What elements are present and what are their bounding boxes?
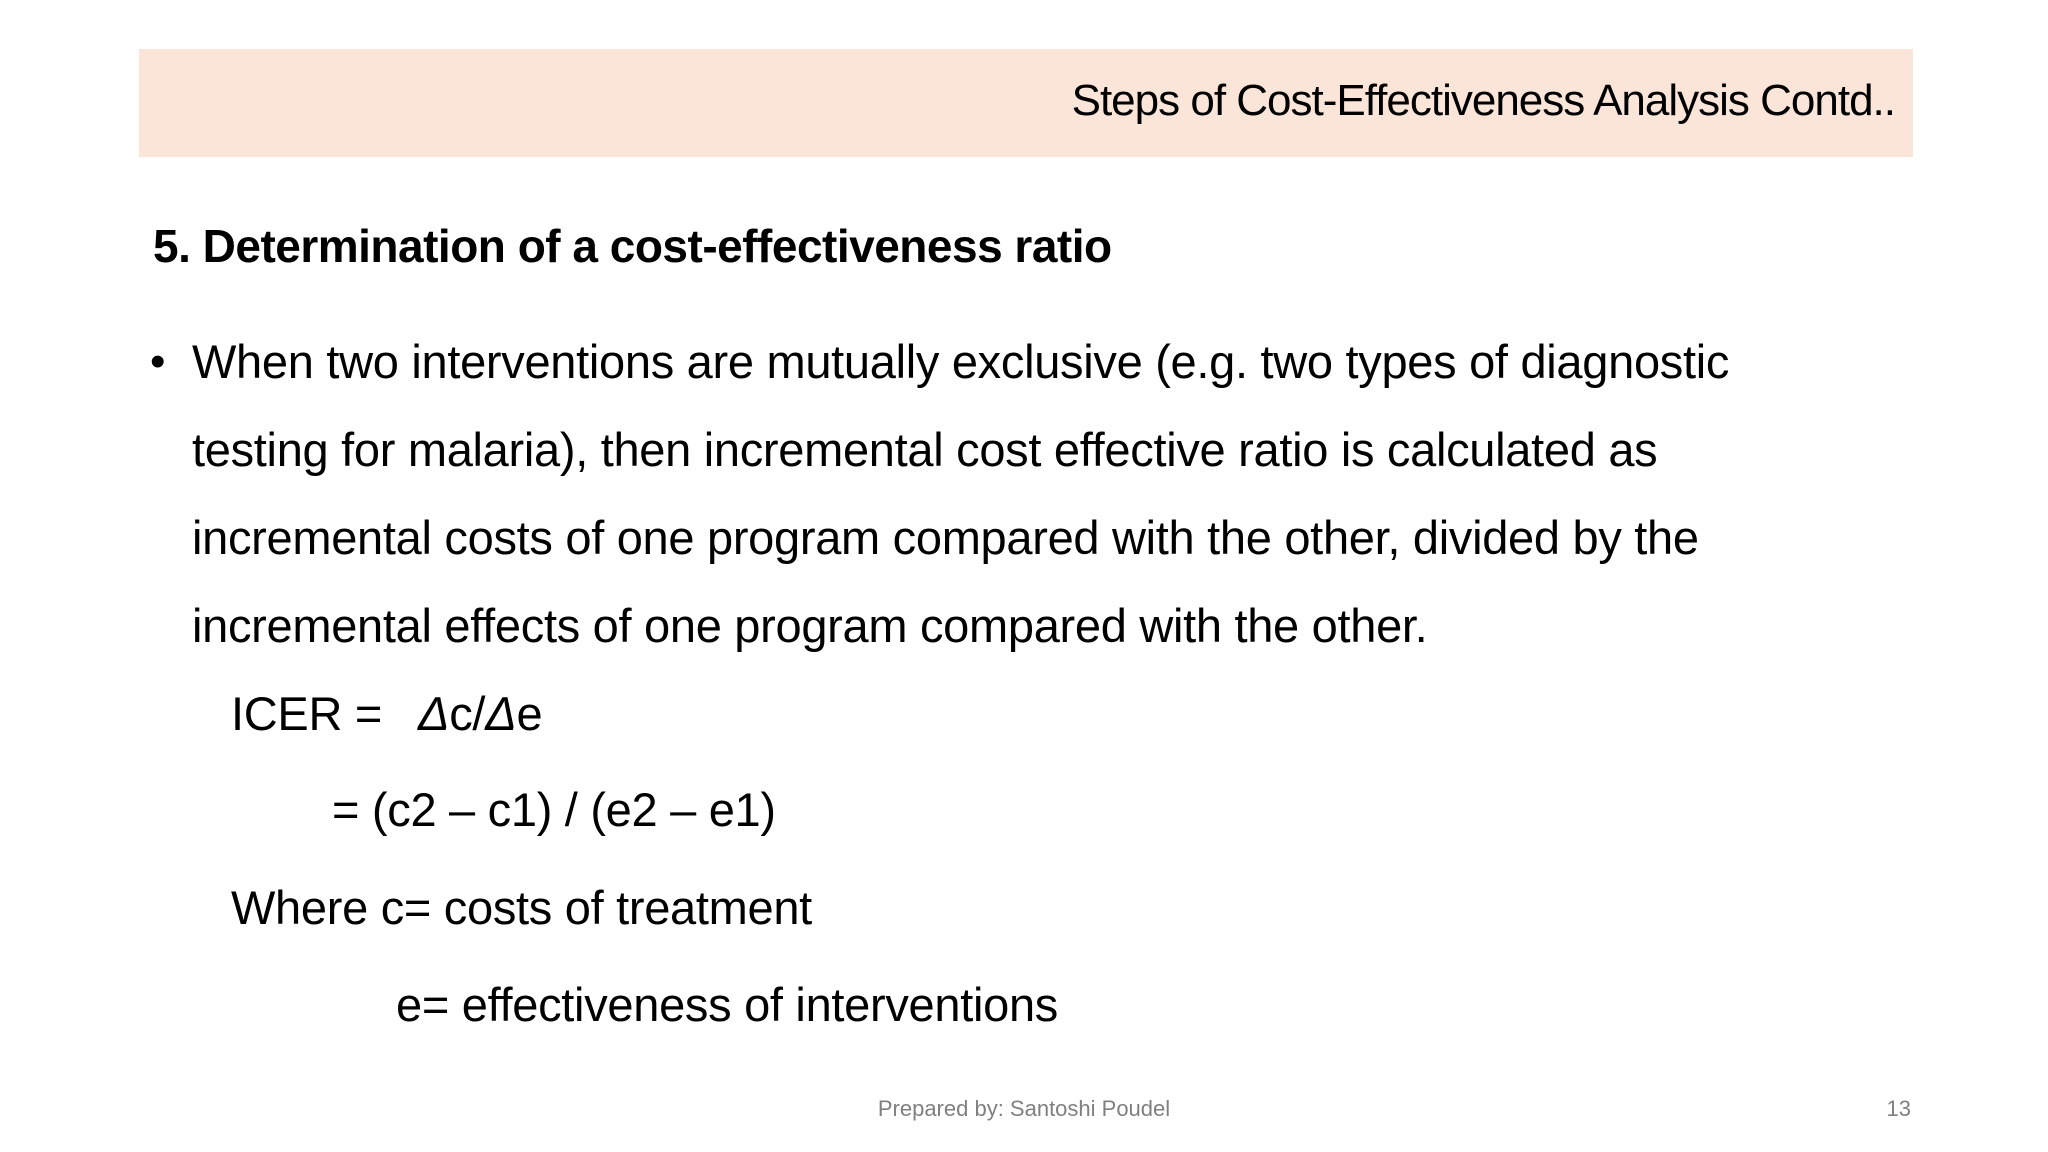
where-cost-definition: Where c= costs of treatment <box>231 881 812 934</box>
delta-symbol: Δ <box>418 687 450 740</box>
section-heading: 5. Determination of a cost-effectiveness… <box>153 220 1112 272</box>
bullet-symbol: • <box>150 337 166 386</box>
bullet-line: When two interventions are mutually excl… <box>192 335 1730 388</box>
icer-formula: ICER = Δc/Δe <box>231 682 543 746</box>
bullet-text: When two interventions are mutually excl… <box>192 318 1922 670</box>
bullet-line: incremental costs of one program compare… <box>192 511 1699 564</box>
bullet-line: testing for malaria), then incremental c… <box>192 423 1658 476</box>
footer-author: Prepared by: Santoshi Poudel <box>877 1096 1171 1121</box>
delta-symbol: Δ <box>485 687 517 740</box>
icer-expanded-formula: = (c2 – c1) / (e2 – e1) <box>332 783 776 836</box>
icer-effect-part: e <box>516 687 543 740</box>
slide-title: Steps of Cost-Effectiveness Analysis Con… <box>1071 76 1896 125</box>
where-effect-definition: e= effectiveness of interventions <box>396 978 1059 1031</box>
icer-label: ICER = <box>231 687 382 740</box>
icer-cost-part: c/ <box>449 687 486 740</box>
bullet-line: incremental effects of one program compa… <box>192 599 1428 652</box>
page-number: 13 <box>1886 1096 1911 1121</box>
title-band: Steps of Cost-Effectiveness Analysis Con… <box>139 49 1913 157</box>
